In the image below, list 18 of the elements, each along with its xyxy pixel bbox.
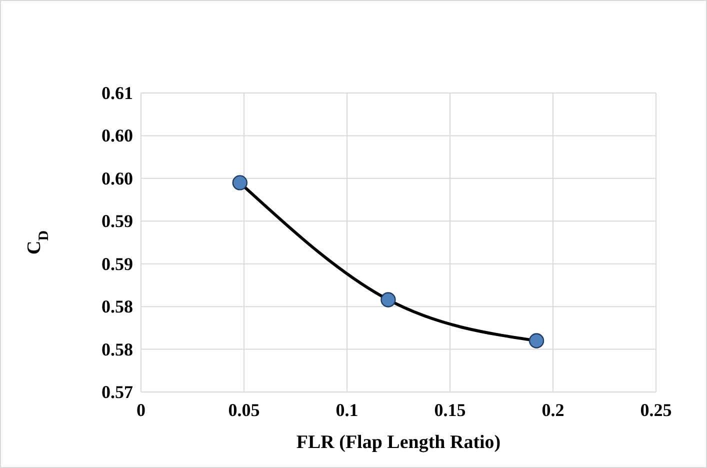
- y-tick-label: 0.58: [102, 339, 133, 360]
- point: [232, 175, 248, 190]
- point: [528, 333, 544, 348]
- x-axis-title: FLR (Flap Length Ratio): [296, 432, 501, 453]
- x-tick-label: 0.2: [542, 400, 564, 420]
- x-tick-label: 0.1: [336, 400, 358, 420]
- x-tick-label: 0: [136, 400, 146, 420]
- x-tick-label: 0.25: [640, 400, 672, 420]
- y-tick-label: 0.61: [102, 83, 133, 103]
- y-tick-label: 0.59: [102, 211, 133, 232]
- point: [380, 292, 396, 308]
- x-tick-label: 0.05: [228, 400, 260, 420]
- y-tick-label: 0.57: [102, 382, 133, 402]
- y-tick-label: 0.59: [102, 254, 133, 274]
- x-tick-label: 0.15: [434, 400, 466, 420]
- y-tick-label: 0.60: [102, 168, 133, 188]
- y-tick-label: 0.60: [102, 126, 133, 146]
- y-tick-label: 0.58: [102, 296, 133, 317]
